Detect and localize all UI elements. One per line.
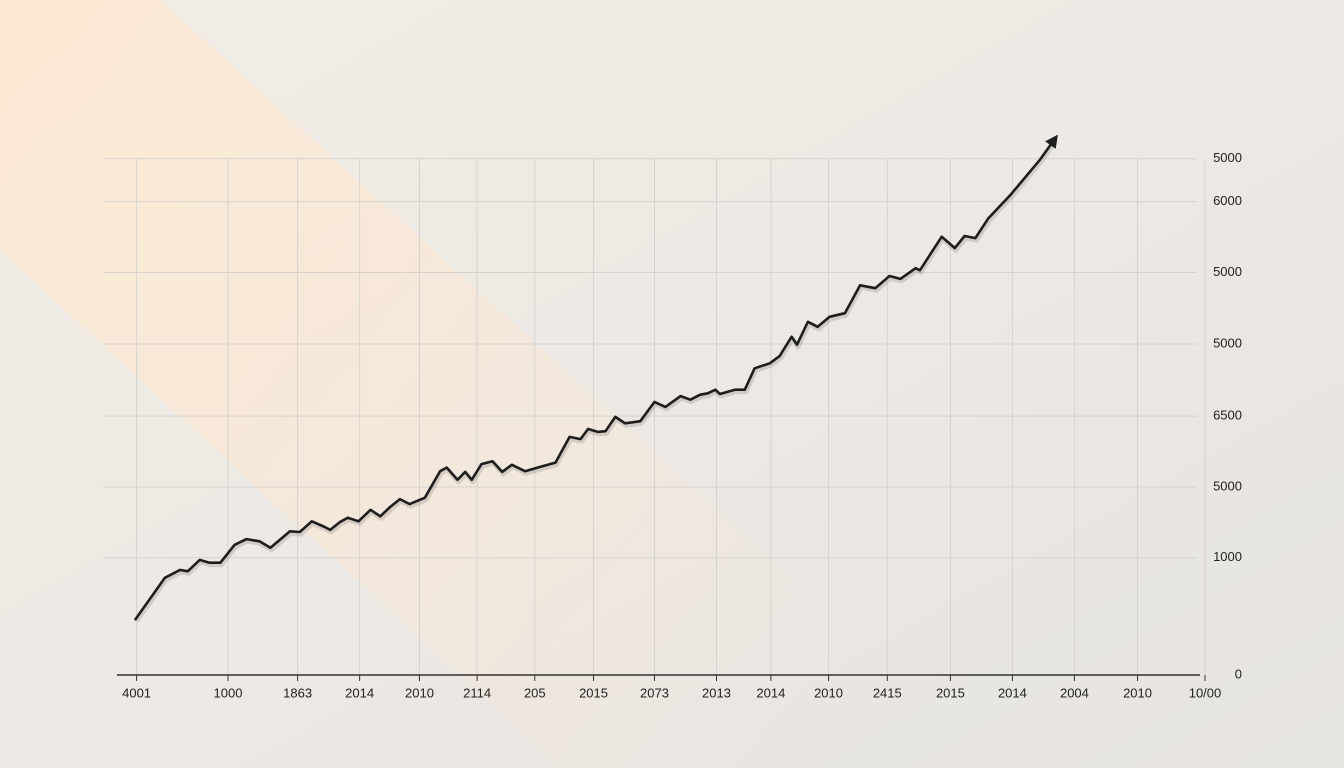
x-tick-label: 2010	[405, 685, 434, 700]
y-tick-label: 6000	[1213, 193, 1242, 208]
x-tick-label: 2073	[640, 685, 669, 700]
x-tick-label: 2013	[702, 685, 731, 700]
y-tick-label: 5000	[1213, 150, 1242, 165]
x-tick-label: 205	[524, 685, 546, 700]
x-tick-label: 2014	[998, 685, 1027, 700]
y-tick-label: 5000	[1213, 478, 1242, 493]
x-tick-label: 1863	[283, 685, 312, 700]
x-tick-label: 10/00	[1189, 685, 1222, 700]
x-tick-label: 2004	[1060, 685, 1089, 700]
x-tick-label: 2010	[1123, 685, 1152, 700]
x-tick-label: 2114	[463, 685, 491, 700]
line-shadow	[134, 139, 1058, 623]
x-tick-label: 2015	[936, 685, 965, 700]
x-tick-label: 1000	[214, 685, 243, 700]
y-tick-label: 5000	[1213, 264, 1242, 279]
y-tick-label: 0	[1235, 666, 1242, 681]
x-tick-label: 2014	[756, 685, 785, 700]
x-tick-label: 2415	[873, 685, 902, 700]
y-tick-label: 1000	[1213, 549, 1242, 564]
data-line	[134, 134, 1058, 621]
light-band	[0, 0, 1000, 768]
y-tick-label: 6500	[1213, 408, 1242, 423]
y-tick-label: 5000	[1213, 335, 1242, 350]
x-tick-label: 2015	[579, 685, 608, 700]
x-tick-label: 2014	[345, 685, 374, 700]
x-tick-label: 4001	[122, 685, 151, 700]
x-tick-label: 2010	[814, 685, 843, 700]
